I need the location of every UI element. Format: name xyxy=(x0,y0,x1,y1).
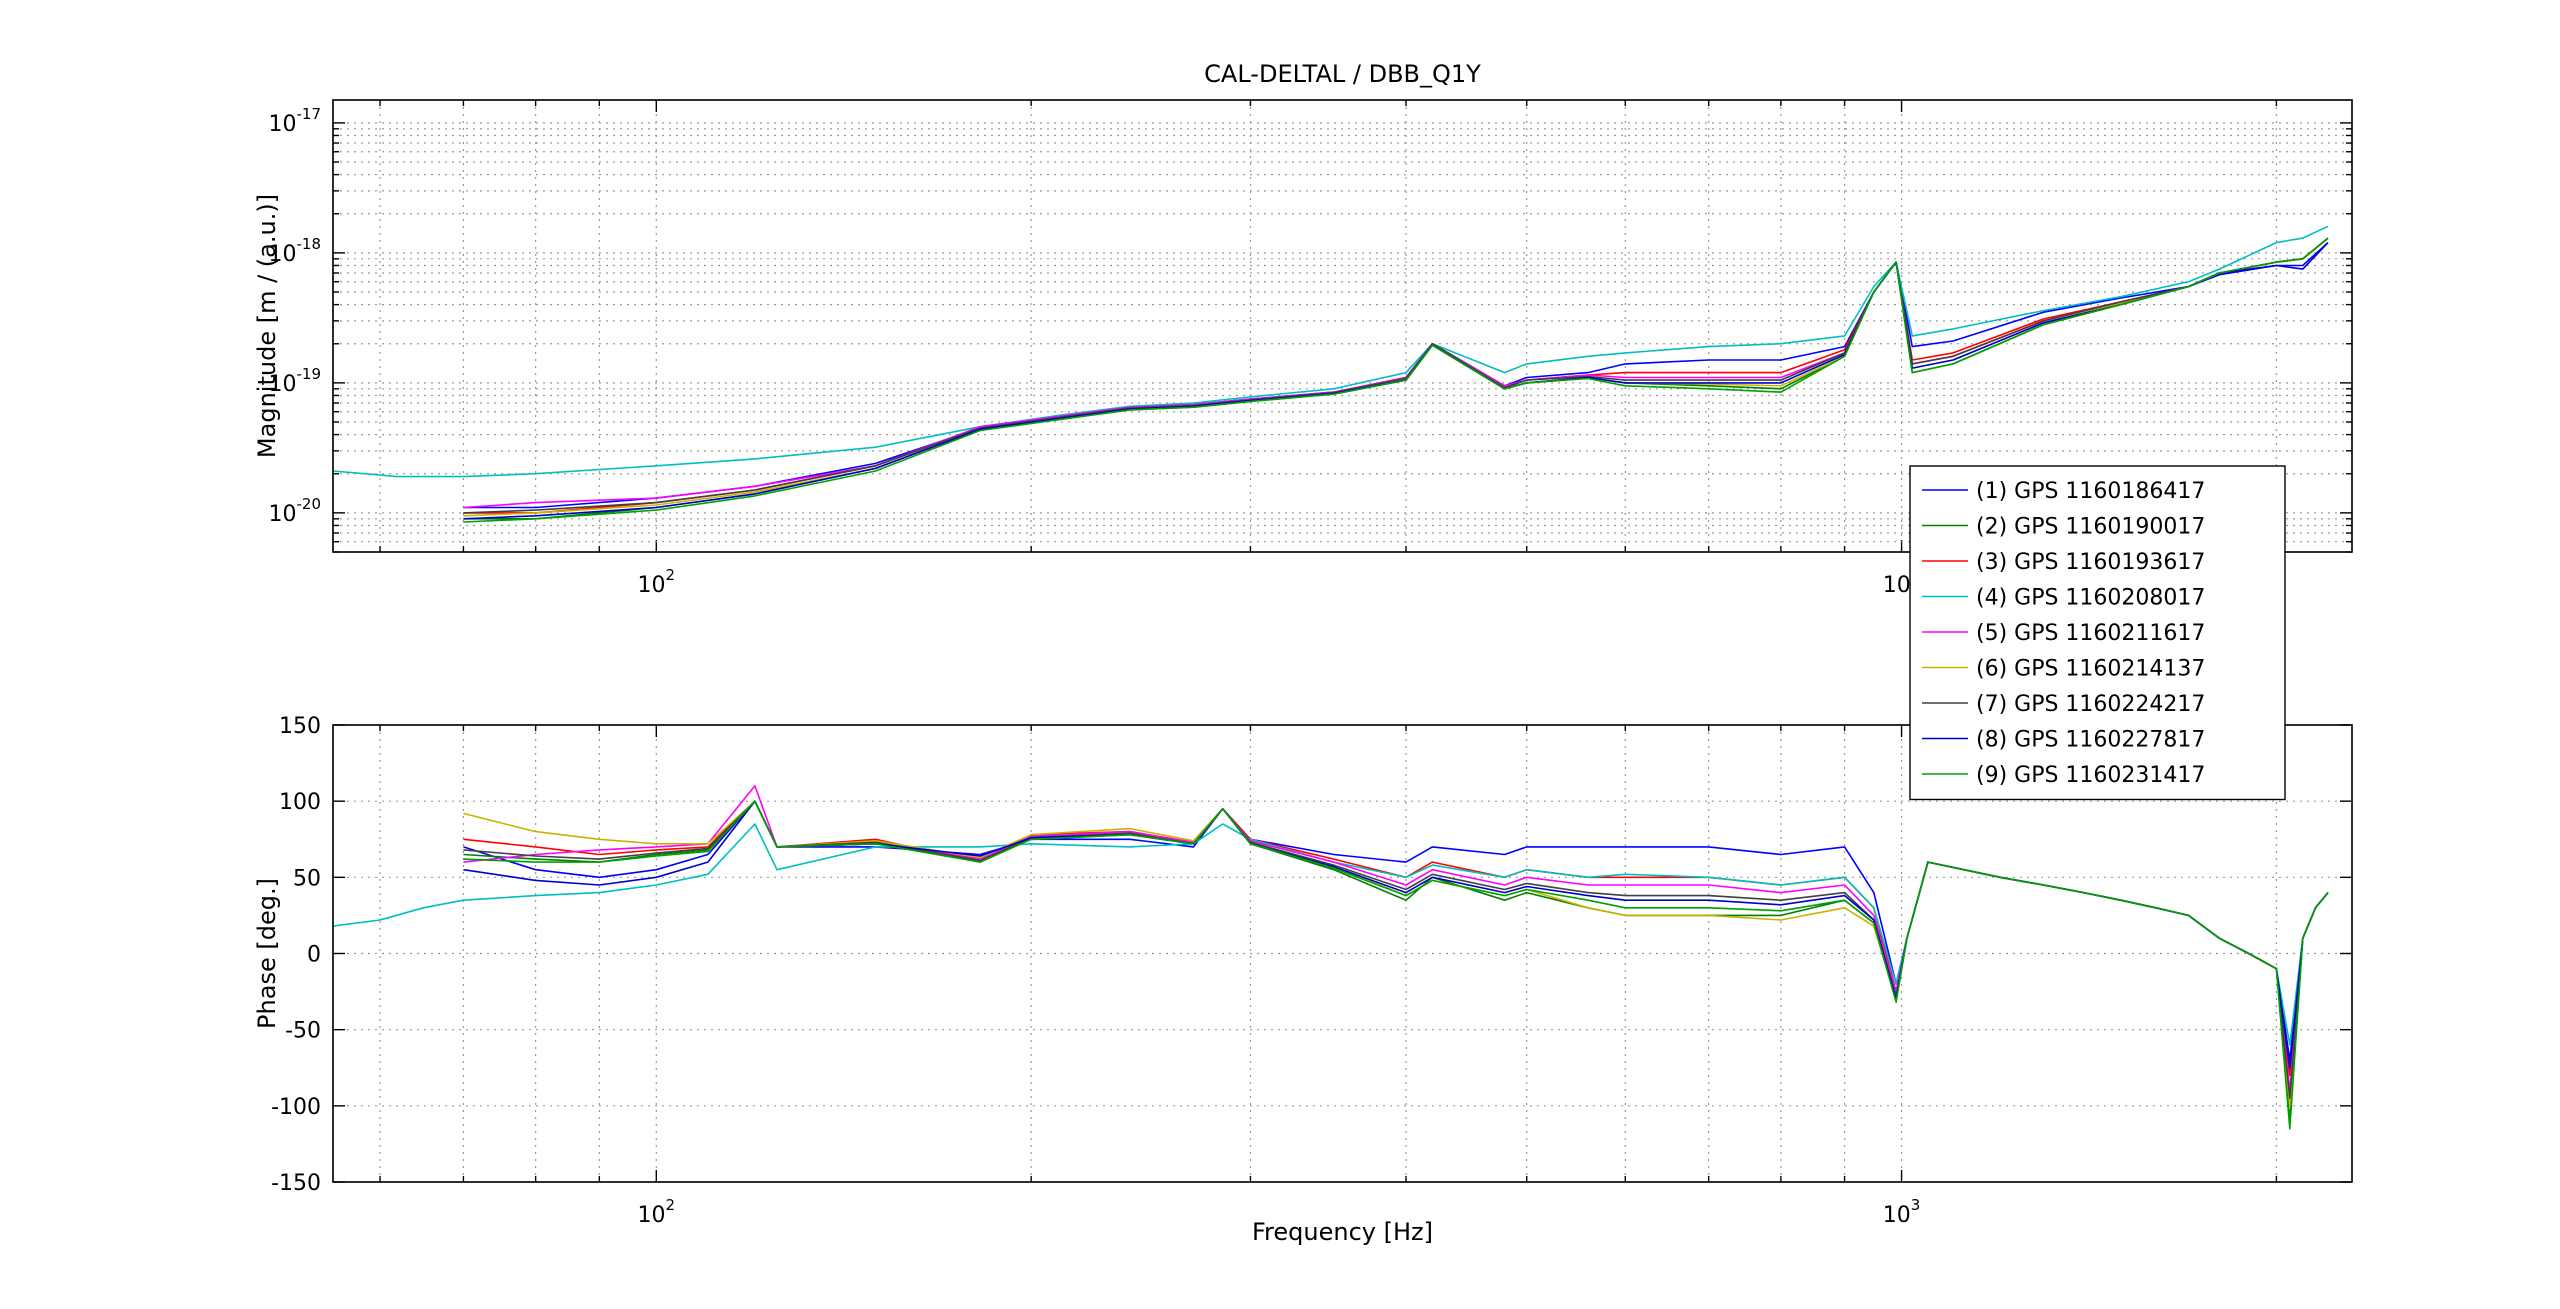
magnitude-series-line-4 xyxy=(333,225,2329,478)
legend-entry: (8) GPS 1160227817 xyxy=(1976,728,2205,753)
legend-entry: (3) GPS 1160193617 xyxy=(1976,550,2205,575)
phase-y-tick-label: -50 xyxy=(285,1019,321,1044)
phase-x-tick-label: 102 xyxy=(638,1196,676,1228)
legend-box xyxy=(1909,465,2286,801)
legend-entry: (1) GPS 1160186417 xyxy=(1976,479,2205,504)
magnitude-y-axis-label: Magnitude [m / (a.u.)] xyxy=(253,194,281,458)
magnitude-x-tick-label: 102 xyxy=(638,566,676,598)
phase-y-tick-label: -150 xyxy=(271,1171,321,1196)
phase-y-tick-label: 50 xyxy=(293,866,321,891)
legend-entry: (2) GPS 1160190017 xyxy=(1976,515,2205,540)
legend-entry: (9) GPS 1160231417 xyxy=(1976,763,2205,788)
phase-axes: -150 -100 -50 0 50 100 150 102 103 xyxy=(271,714,2353,1228)
phase-series-line-9 xyxy=(463,800,2329,1130)
magnitude-series-line-7 xyxy=(463,237,2329,514)
magnitude-y-tick-label: 10-20 xyxy=(269,495,322,527)
phase-axes-border xyxy=(332,724,2353,1183)
phase-y-tick-label: 100 xyxy=(279,790,321,815)
magnitude-series-line-9 xyxy=(463,237,2329,523)
legend: (1) GPS 1160186417 (2) GPS 1160190017 (3) … xyxy=(1909,465,2286,801)
magnitude-y-tick-label: 10-19 xyxy=(269,365,322,397)
legend-entry: (5) GPS 1160211617 xyxy=(1976,621,2205,646)
legend-entry: (6) GPS 1160214137 xyxy=(1976,657,2205,682)
phase-y-axis-label: Phase [deg.] xyxy=(253,878,281,1029)
magnitude-y-tick-label: 10-17 xyxy=(269,105,322,137)
phase-y-tick-label: -100 xyxy=(271,1095,321,1120)
frequency-x-axis-label: Frequency [Hz] xyxy=(1252,1218,1433,1246)
magnitude-axes-border xyxy=(332,99,2353,553)
phase-x-tick-label: 103 xyxy=(1883,1196,1921,1228)
phase-y-tick-label: 0 xyxy=(307,943,321,968)
legend-entry: (4) GPS 1160208017 xyxy=(1976,586,2205,611)
phase-y-tick-label: 150 xyxy=(279,714,321,739)
legend-entry: (7) GPS 1160224217 xyxy=(1976,692,2205,717)
magnitude-y-tick-label: 10-18 xyxy=(269,235,322,267)
chart-title: CAL-DELTAL / DBB_Q1Y xyxy=(1204,60,1481,88)
